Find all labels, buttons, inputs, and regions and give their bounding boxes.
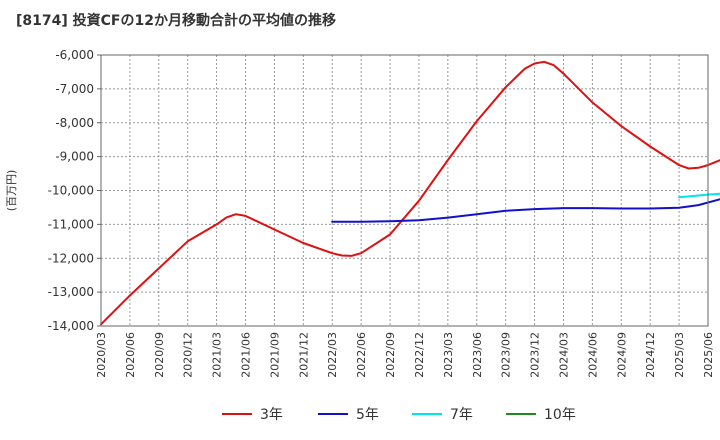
x-tick-label: 2024/09 xyxy=(615,332,628,378)
legend-label-3y: 3年 xyxy=(260,407,283,423)
legend: 3年 5年 7年 10年 xyxy=(0,402,720,426)
x-tick-label: 2021/03 xyxy=(211,332,224,378)
axis-layer: 2020/03 2020/06 2020/09 2020/12 2021/03 2021/… xyxy=(5,48,715,378)
x-tick-label: 2024/03 xyxy=(557,332,570,378)
y-tick-label: -8,000 xyxy=(55,116,94,130)
x-tick-label: 2020/09 xyxy=(153,332,166,378)
x-tick-label: 2021/12 xyxy=(297,332,310,378)
series-line-0 xyxy=(100,60,720,326)
series-line-1 xyxy=(331,198,720,223)
y-tick-label: -6,000 xyxy=(55,48,94,62)
x-tick-label: 2022/09 xyxy=(384,332,397,378)
legend-label-10y: 10年 xyxy=(544,407,576,423)
y-axis-label: (百万円) xyxy=(5,170,18,212)
y-tick-label: -12,000 xyxy=(48,251,94,265)
x-tick-label: 2023/09 xyxy=(500,332,513,378)
legend-label-7y: 7年 xyxy=(450,407,473,423)
x-tick-label: 2023/03 xyxy=(442,332,455,378)
legend-item-10y: 10年 xyxy=(506,402,576,426)
x-tick-label: 2021/09 xyxy=(268,332,281,378)
legend-item-7y: 7年 xyxy=(412,402,473,426)
series-layer xyxy=(100,60,720,326)
legend-item-3y: 3年 xyxy=(222,402,283,426)
legend-swatch-5y xyxy=(318,413,348,415)
x-tick-label: 2024/06 xyxy=(586,332,599,378)
x-tick-label: 2020/12 xyxy=(182,332,195,378)
x-tick-label: 2020/06 xyxy=(124,332,137,378)
x-tick-label: 2025/06 xyxy=(702,332,715,378)
grid-layer xyxy=(100,54,709,327)
y-tick-label: -10,000 xyxy=(48,184,94,198)
y-tick-label: -14,000 xyxy=(48,319,94,333)
y-tick-label: -13,000 xyxy=(48,285,94,299)
legend-swatch-10y xyxy=(506,413,536,415)
x-tick-label: 2022/06 xyxy=(355,332,368,378)
x-tick-label: 2023/06 xyxy=(471,332,484,378)
x-tick-label: 2023/12 xyxy=(529,332,542,378)
x-tick-label: 2022/03 xyxy=(326,332,339,378)
legend-swatch-7y xyxy=(412,413,442,415)
x-tick-label: 2022/12 xyxy=(413,332,426,378)
chart-title: [8174] 投資CFの12か月移動合計の平均値の推移 xyxy=(16,13,336,29)
y-tick-label: -9,000 xyxy=(55,150,94,164)
chart: 2020/03 2020/06 2020/09 2020/12 2021/03 2021/… xyxy=(5,48,720,378)
legend-swatch-3y xyxy=(222,413,252,415)
legend-item-5y: 5年 xyxy=(318,402,379,426)
plot-frame xyxy=(100,54,709,327)
plot-area xyxy=(101,55,708,326)
y-tick-label: -11,000 xyxy=(48,217,94,231)
x-tick-label: 2021/06 xyxy=(240,332,253,378)
x-tick-label: 2025/03 xyxy=(673,332,686,378)
x-tick-label: 2020/03 xyxy=(95,332,108,378)
y-tick-label: -7,000 xyxy=(55,82,94,96)
legend-label-5y: 5年 xyxy=(356,407,379,423)
x-tick-label: 2024/12 xyxy=(644,332,657,378)
